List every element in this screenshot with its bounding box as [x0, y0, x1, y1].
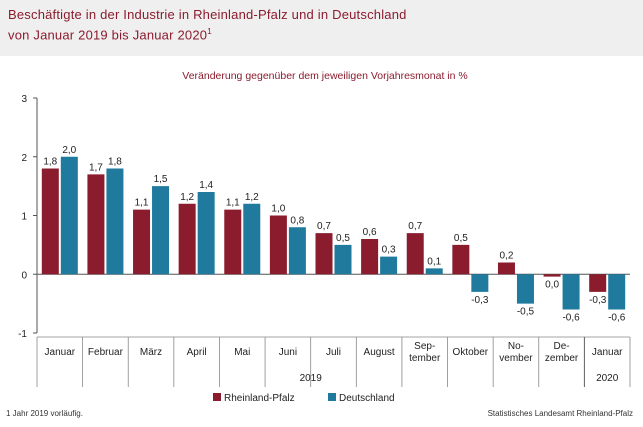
bar-deutschland	[198, 192, 215, 274]
bar-rheinland-pfalz	[589, 274, 606, 292]
year-label: 2019	[300, 373, 323, 384]
bar-deutschland	[517, 274, 534, 303]
category-label: No-	[508, 341, 524, 352]
data-label: -0,3	[589, 295, 607, 306]
data-label: 0,6	[363, 227, 377, 238]
bar-rheinland-pfalz	[224, 210, 241, 275]
legend-label-rheinland-pfalz: Rheinland-Pfalz	[224, 393, 295, 404]
category-label: Mai	[234, 347, 250, 358]
data-label: 1,8	[43, 157, 57, 168]
legend-swatch-rheinland-pfalz	[213, 393, 221, 401]
category-label: April	[187, 347, 207, 358]
bar-rheinland-pfalz	[42, 169, 59, 275]
bar-rheinland-pfalz	[270, 216, 287, 275]
bar-rheinland-pfalz	[133, 210, 150, 275]
chart-title: Beschäftigte in der Industrie in Rheinla…	[8, 6, 407, 43]
bar-deutschland	[380, 257, 397, 275]
data-label: 1,4	[199, 180, 213, 191]
category-label: Januar	[592, 347, 623, 358]
data-label: 0,8	[290, 215, 304, 226]
data-label: 1,7	[89, 162, 103, 173]
data-label: 1,5	[154, 174, 168, 185]
y-tick-label: -1	[18, 329, 27, 340]
year-label: 2020	[596, 373, 619, 384]
data-label: 0,3	[382, 245, 396, 256]
title-line-2: von Januar 2019 bis Januar 2020	[8, 27, 207, 42]
bar-chart: Veränderung gegenüber dem jeweiligen Vor…	[0, 56, 643, 422]
data-label: 0,2	[500, 251, 514, 262]
bar-deutschland	[335, 245, 352, 274]
data-label: 0,7	[317, 221, 331, 232]
bar-rheinland-pfalz	[544, 274, 561, 276]
data-label: 1,0	[271, 204, 285, 215]
data-label: -0,6	[608, 313, 626, 324]
data-label: 1,2	[245, 192, 259, 203]
bar-rheinland-pfalz	[316, 233, 333, 274]
data-label: -0,5	[517, 307, 535, 318]
bar-rheinland-pfalz	[498, 263, 515, 275]
y-tick-label: 1	[21, 212, 27, 223]
category-label: Juni	[279, 347, 297, 358]
data-label: 2,0	[62, 145, 76, 156]
category-label: vember	[499, 353, 533, 364]
category-label: De-	[554, 341, 570, 352]
chart-subtitle: Veränderung gegenüber dem jeweiligen Vor…	[182, 70, 467, 82]
category-label: Februar	[88, 347, 124, 358]
footnote: 1 Jahr 2019 vorläufig.	[6, 409, 83, 418]
bar-rheinland-pfalz	[179, 204, 196, 275]
bar-deutschland	[608, 274, 625, 309]
bar-deutschland	[289, 227, 306, 274]
data-label: 0,7	[408, 221, 422, 232]
data-label: 1,1	[135, 198, 149, 209]
category-label: Oktober	[453, 347, 489, 358]
category-label: Sep-	[414, 341, 435, 352]
bar-deutschland	[471, 274, 488, 292]
legend-label-deutschland: Deutschland	[339, 393, 395, 404]
bar-deutschland	[61, 157, 78, 275]
category-label: tember	[409, 353, 441, 364]
bar-rheinland-pfalz	[452, 245, 469, 274]
bar-rheinland-pfalz	[87, 174, 104, 274]
category-label: März	[140, 347, 162, 358]
data-label: 0,5	[454, 233, 468, 244]
data-label: 1,1	[226, 198, 240, 209]
y-tick-label: 0	[21, 270, 27, 281]
legend-swatch-deutschland	[328, 393, 336, 401]
category-label: Juli	[326, 347, 341, 358]
bar-rheinland-pfalz	[361, 239, 378, 274]
category-label: August	[364, 347, 395, 358]
chart-area: Veränderung gegenüber dem jeweiligen Vor…	[0, 56, 643, 422]
category-label: zember	[545, 353, 579, 364]
header: Beschäftigte in der Industrie in Rheinla…	[0, 0, 643, 56]
data-label: 1,8	[108, 157, 122, 168]
title-line-1: Beschäftigte in der Industrie in Rheinla…	[8, 7, 407, 22]
bar-deutschland	[426, 268, 443, 274]
data-label: -0,3	[471, 295, 489, 306]
y-tick-label: 3	[21, 94, 27, 105]
data-label: 0,1	[427, 256, 441, 267]
bar-deutschland	[106, 169, 123, 275]
data-label: -0,6	[562, 313, 580, 324]
bar-deutschland	[243, 204, 260, 275]
title-footnote-marker: 1	[207, 27, 212, 36]
bar-deutschland	[563, 274, 580, 309]
data-label: 1,2	[180, 192, 194, 203]
data-label: 0,0	[545, 280, 559, 291]
category-label: Januar	[45, 347, 76, 358]
bar-rheinland-pfalz	[407, 233, 424, 274]
y-tick-label: 2	[21, 153, 27, 164]
bar-deutschland	[152, 186, 169, 274]
source-note: Statistisches Landesamt Rheinland-Pfalz	[488, 409, 633, 418]
data-label: 0,5	[336, 233, 350, 244]
